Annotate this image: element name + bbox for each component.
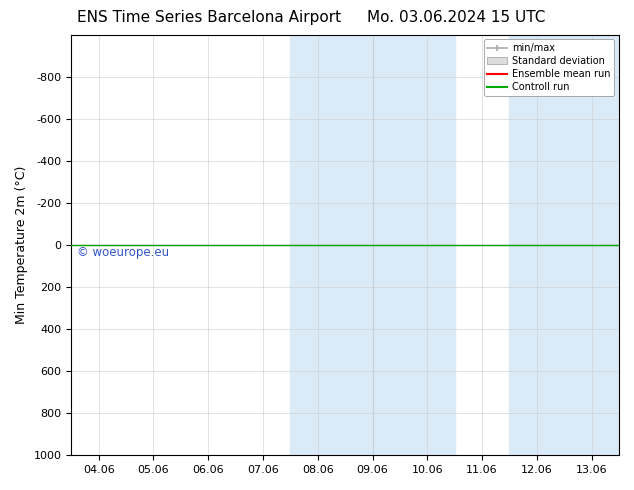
Bar xyxy=(510,35,619,455)
Text: ENS Time Series Barcelona Airport: ENS Time Series Barcelona Airport xyxy=(77,10,341,25)
Bar xyxy=(290,35,455,455)
Legend: min/max, Standard deviation, Ensemble mean run, Controll run: min/max, Standard deviation, Ensemble me… xyxy=(484,40,614,96)
Text: Mo. 03.06.2024 15 UTC: Mo. 03.06.2024 15 UTC xyxy=(367,10,546,25)
Text: © woeurope.eu: © woeurope.eu xyxy=(77,246,169,259)
Y-axis label: Min Temperature 2m (°C): Min Temperature 2m (°C) xyxy=(15,166,28,324)
